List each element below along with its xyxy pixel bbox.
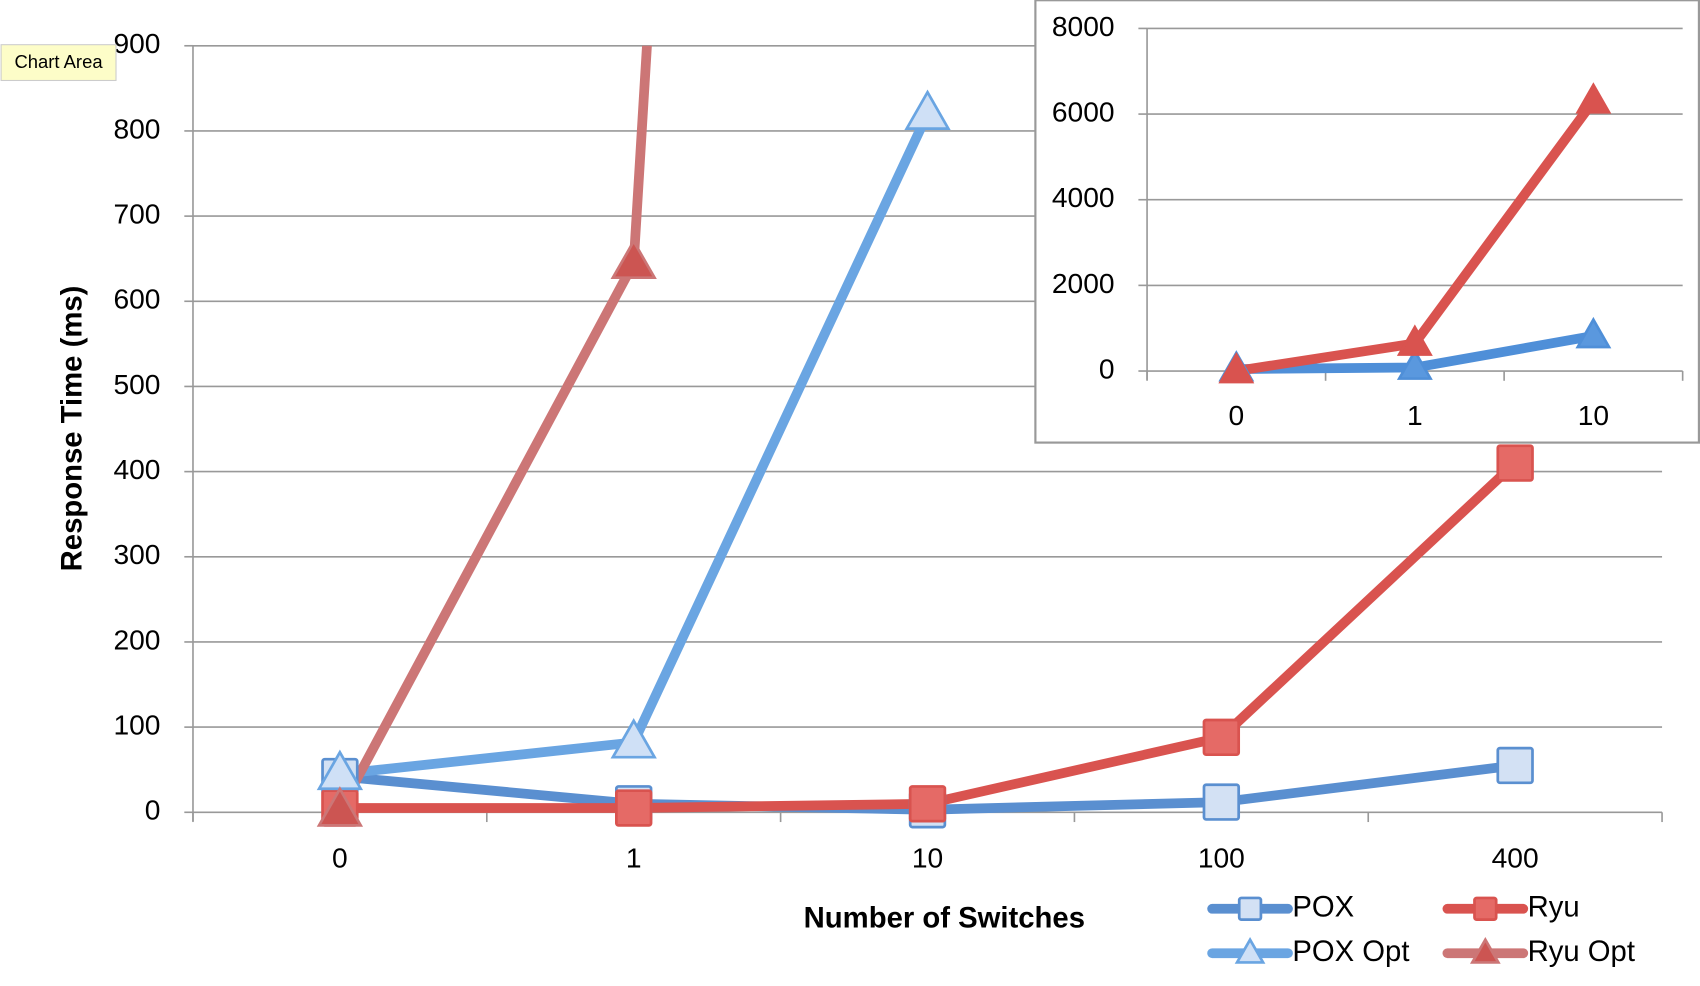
y-tick-label: 8000 (1052, 10, 1115, 42)
marker (615, 789, 653, 827)
marker (610, 238, 657, 280)
x-tick-label: 0 (332, 841, 348, 873)
y-tick-label: 200 (113, 623, 160, 655)
tooltip: Chart Area (15, 51, 104, 72)
marker (1496, 444, 1534, 482)
legend-label: Ryu Opt (1528, 936, 1635, 968)
marker (1237, 896, 1263, 921)
y-tick-label: 800 (113, 112, 160, 144)
y-tick-label: 6000 (1052, 96, 1115, 128)
marker (1396, 324, 1433, 356)
y-tick-label: 400 (113, 453, 160, 485)
marker (1473, 896, 1498, 921)
series-line (335, 45, 652, 813)
legend-label: Ryu (1528, 892, 1580, 924)
x-tick-label: 10 (912, 841, 943, 873)
inset-chart: 0 2000 4000 6000 8000 0 1 10 (1052, 10, 1684, 431)
y-tick-label: 4000 (1052, 181, 1115, 213)
x-tick-label: 1 (1407, 399, 1423, 431)
series-layer (1218, 82, 1612, 384)
series-layer (316, 45, 1534, 829)
y-tick-label: 0 (1099, 352, 1115, 384)
y-tick-label: 300 (113, 538, 160, 570)
x-tick-label: 400 (1492, 841, 1539, 873)
y-tick-label: 900 (113, 27, 160, 59)
y-tick-label: 600 (113, 283, 160, 315)
y-tick-label: 2000 (1052, 267, 1115, 299)
marker (316, 786, 364, 827)
marker (1575, 82, 1612, 114)
marker (1496, 746, 1534, 785)
marker (1575, 316, 1612, 349)
y-tick-label: 100 (113, 709, 160, 741)
legend: POX Ryu POX Opt Ryu Opt (1207, 892, 1635, 968)
marker (610, 718, 657, 759)
x-axis-title: Number of Switches (804, 902, 1085, 934)
inset-frame (1034, 0, 1700, 444)
marker (908, 785, 947, 823)
x-tick-label: 0 (1228, 399, 1244, 431)
marker (904, 89, 951, 131)
y-tick-label: 700 (113, 198, 160, 230)
tooltip-box (0, 44, 117, 82)
legend-label: POX Opt (1292, 936, 1409, 968)
y-tick-label: 500 (113, 368, 160, 400)
x-tick-label: 10 (1578, 399, 1609, 431)
marker (1202, 783, 1241, 821)
marker (1234, 936, 1266, 964)
legend-label: POX (1292, 892, 1354, 924)
x-tick-label: 1 (626, 841, 642, 873)
marker (1218, 351, 1255, 384)
marker (1396, 348, 1433, 380)
x-tick-label: 100 (1198, 841, 1245, 873)
y-tick-label: 0 (145, 794, 161, 826)
marker (1202, 718, 1241, 757)
y-axis-title: Response Time (ms) (56, 286, 88, 572)
marker (1469, 936, 1501, 964)
